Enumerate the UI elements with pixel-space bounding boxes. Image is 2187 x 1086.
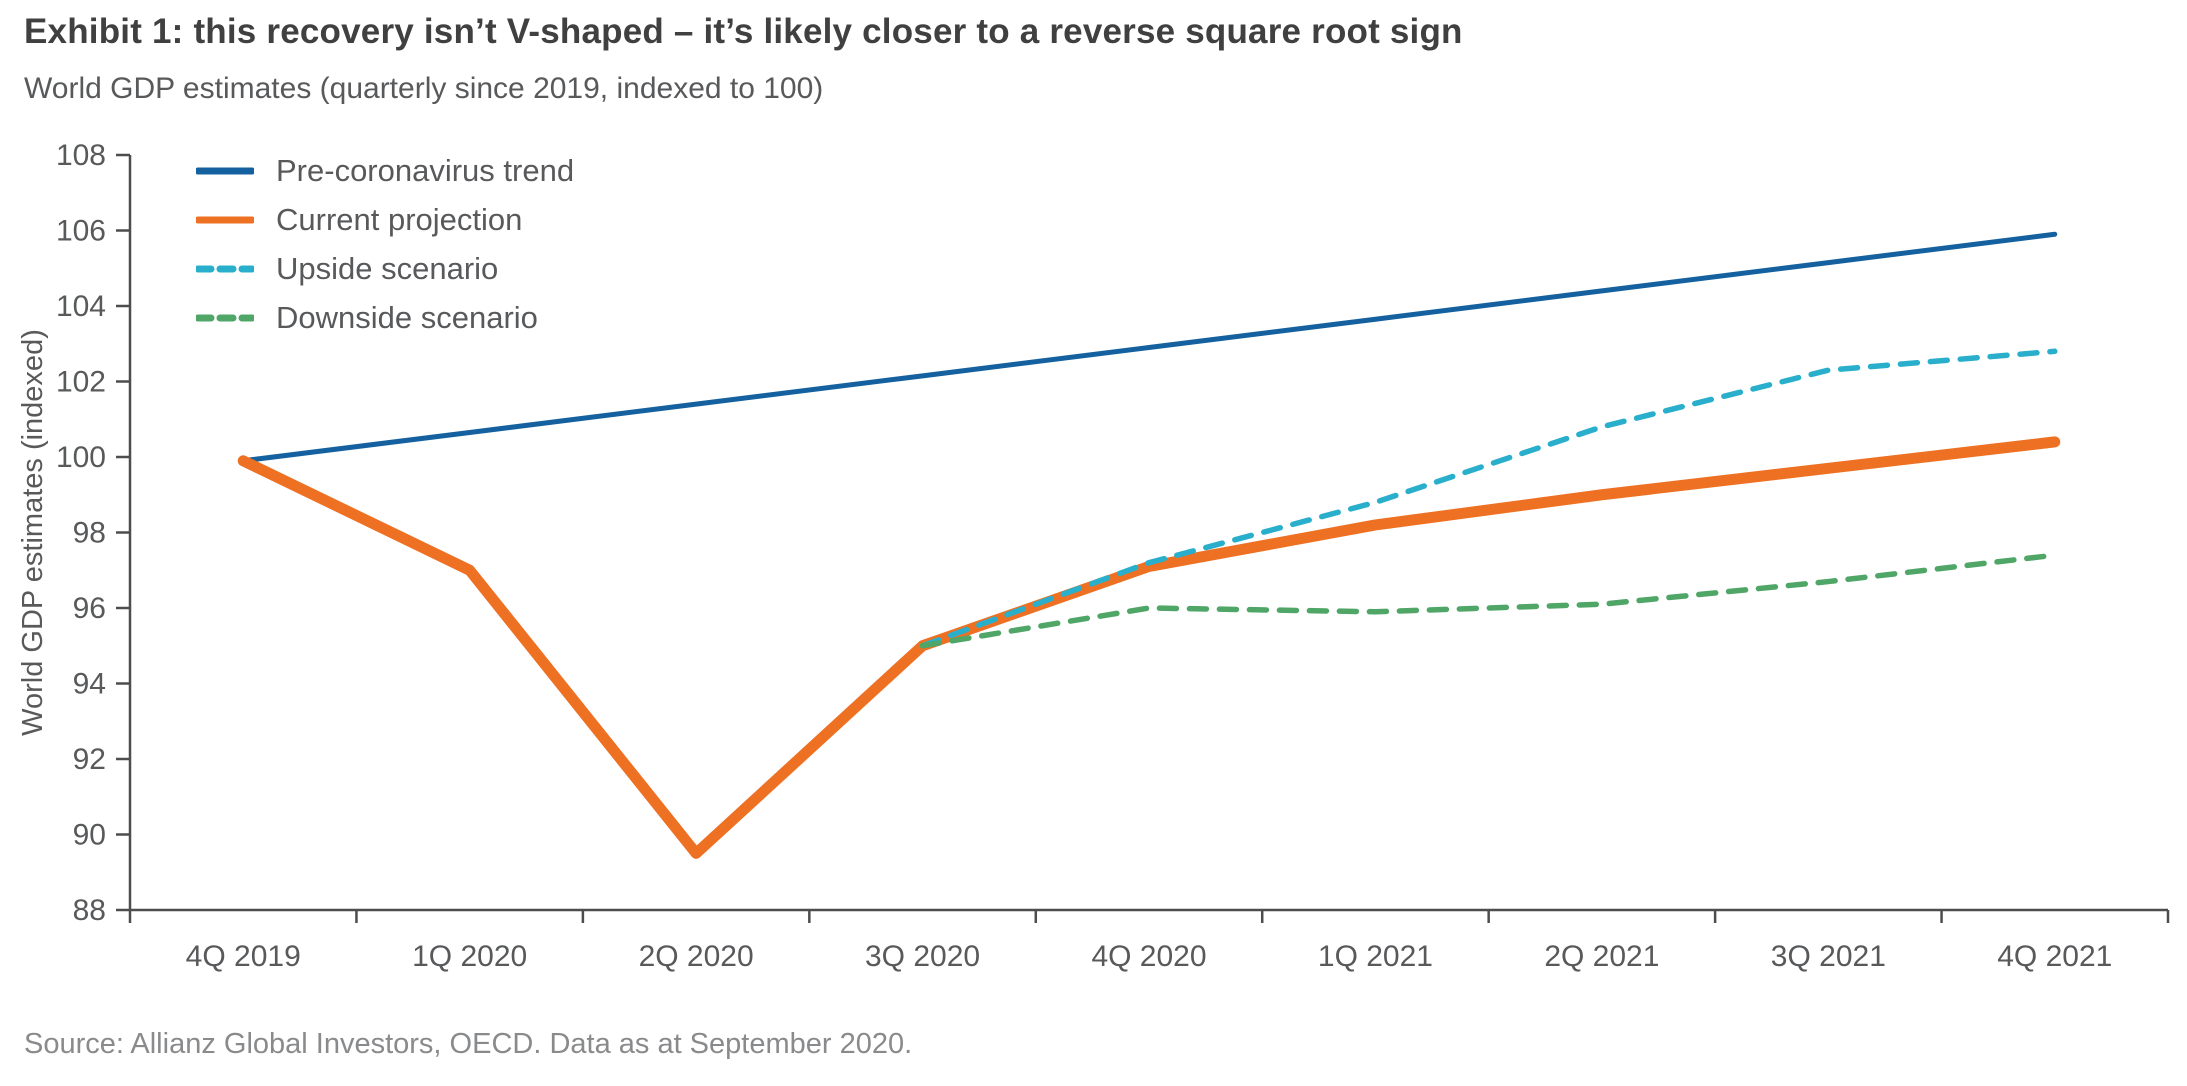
legend-swatch-upside-scenario-icon — [196, 265, 254, 272]
series-line-upside-scenario — [919, 348, 2058, 649]
x-tick-label-1q-2021: 1Q 2021 — [1318, 940, 1433, 973]
y-tick-label: 100 — [56, 441, 106, 474]
y-tick-label: 98 — [73, 517, 106, 550]
series-line-current-projection — [237, 436, 2061, 859]
legend-swatch-downside-scenario-icon — [196, 314, 254, 321]
legend-swatch-current-projection-icon — [196, 216, 254, 223]
legend-label: Upside scenario — [276, 250, 499, 286]
x-tick-label-1q-2020: 1Q 2020 — [412, 940, 527, 973]
legend-label: Pre-coronavirus trend — [276, 152, 575, 188]
y-tick-label: 104 — [56, 290, 106, 323]
legend-item-downside-scenario: Downside scenario — [196, 293, 574, 342]
y-tick-label: 96 — [73, 592, 106, 625]
x-tick-label-4q-2019: 4Q 2019 — [186, 940, 301, 973]
series-line-downside-scenario — [919, 552, 2058, 649]
x-tick-label-3q-2021: 3Q 2021 — [1771, 940, 1886, 973]
x-tick-label-2q-2021: 2Q 2021 — [1544, 940, 1659, 973]
x-tick-label-4q-2020: 4Q 2020 — [1091, 940, 1206, 973]
legend-label: Current projection — [276, 201, 523, 237]
page-title: Exhibit 1: this recovery isn’t V-shaped … — [24, 12, 1463, 51]
x-tick-label-2q-2020: 2Q 2020 — [639, 940, 754, 973]
legend-item-upside-scenario: Upside scenario — [196, 244, 574, 293]
y-axis-title: World GDP estimates (indexed) — [17, 329, 49, 736]
legend-item-pre-coronavirus-trend: Pre-coronavirus trend — [196, 146, 574, 195]
x-tick-label-4q-2021: 4Q 2021 — [1997, 940, 2112, 973]
y-tick-label: 108 — [56, 139, 106, 172]
x-tick-label-3q-2020: 3Q 2020 — [865, 940, 980, 973]
legend-label: Downside scenario — [276, 299, 538, 335]
y-tick-label: 92 — [73, 743, 106, 776]
chart-legend: Pre-coronavirus trend Current projection U… — [196, 146, 574, 342]
page-subtitle: World GDP estimates (quarterly since 201… — [24, 72, 824, 105]
legend-swatch-pre-coronavirus-trend-icon — [196, 167, 254, 174]
y-tick-label: 102 — [56, 366, 106, 399]
legend-item-current-projection: Current projection — [196, 195, 574, 244]
y-tick-label: 106 — [56, 215, 106, 248]
gdp-line-chart: 88 90 92 94 96 98 100 102 104 106 108 4Q 2019 1Q 202… — [17, 139, 2170, 973]
series-line-pre-coronavirus-trend — [240, 231, 2058, 464]
y-tick-label: 88 — [73, 894, 106, 927]
y-tick-label: 90 — [73, 819, 106, 852]
source-note: Source: Allianz Global Investors, OECD. … — [24, 1028, 913, 1060]
y-tick-label: 94 — [73, 668, 106, 701]
